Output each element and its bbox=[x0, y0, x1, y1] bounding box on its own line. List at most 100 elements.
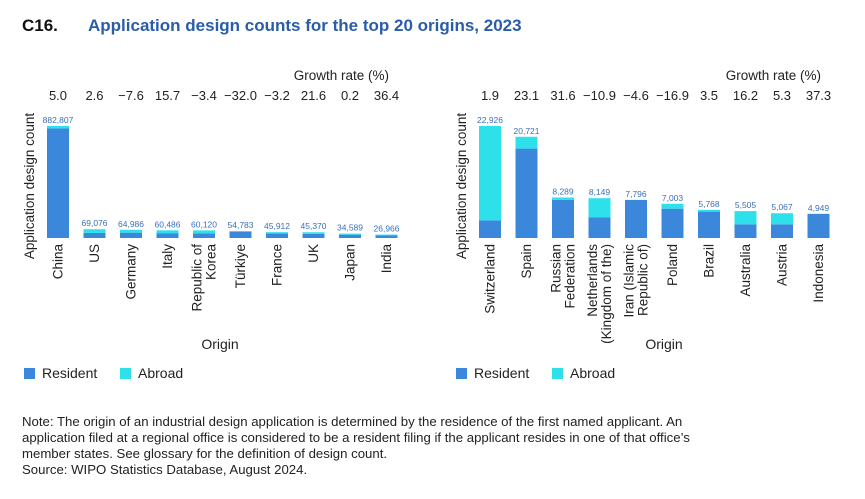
c2-value-label-poland: 7,003 bbox=[662, 193, 684, 203]
c2-legend-swatch-abroad bbox=[552, 368, 563, 379]
c2-bar-resident-brazil bbox=[698, 211, 720, 238]
c2-bar-abroad-poland bbox=[661, 203, 684, 209]
c2-value-label-brazil: 5,768 bbox=[698, 199, 720, 209]
c1-bar-resident-france bbox=[266, 233, 288, 238]
c1-tick-label-italy: Italy bbox=[160, 244, 175, 269]
c2-value-label-indonesia: 4,949 bbox=[808, 203, 830, 213]
c2-value-label-russian-federation: 8,289 bbox=[552, 187, 574, 197]
note-line-3: member states. See glossary for the defi… bbox=[22, 446, 388, 461]
c1-tick-label-china: China bbox=[51, 244, 66, 280]
c1-growth-t-rkiye: −32.0 bbox=[224, 88, 257, 103]
note-line-2: application filed at a regional office i… bbox=[22, 430, 690, 445]
c2-bar-resident-austria bbox=[771, 224, 793, 238]
c2-growth-australia: 16.2 bbox=[733, 88, 758, 103]
c2-bar-resident-russian-federation bbox=[552, 199, 574, 238]
c1-tick-label-uk-line-1: UK bbox=[306, 244, 321, 263]
c1-value-label-italy: 60,486 bbox=[155, 219, 181, 229]
c2-growth-rate-label: Growth rate (%) bbox=[726, 68, 821, 83]
c1-growth-uk: 21.6 bbox=[301, 88, 326, 103]
c1-bar-abroad-france bbox=[266, 232, 288, 234]
c1-growth-germany: −7.6 bbox=[118, 88, 144, 103]
c1-bar-abroad-germany bbox=[120, 229, 142, 233]
c1-x-axis-label: Origin bbox=[201, 336, 238, 352]
c2-x-axis-label: Origin bbox=[645, 336, 682, 352]
c2-tick-label-indonesia: Indonesia bbox=[811, 244, 826, 303]
c1-growth-us: 2.6 bbox=[85, 88, 103, 103]
c2-bar-abroad-brazil bbox=[698, 209, 720, 212]
c1-legend-swatch-abroad bbox=[120, 368, 131, 379]
chart-right: Application design count Growth rate (%) 1… bbox=[454, 68, 831, 381]
c2-tick-label-switzerland: Switzerland bbox=[483, 244, 498, 314]
c1-bar-resident-uk bbox=[302, 233, 325, 238]
c1-bar-abroad-t-rkiye bbox=[229, 231, 252, 232]
c1-bar-abroad-uk bbox=[302, 232, 325, 234]
c1-tick-label-germany-line-1: Germany bbox=[124, 244, 139, 300]
c1-bar-abroad-us bbox=[83, 229, 106, 233]
c2-legend-label-abroad: Abroad bbox=[570, 365, 615, 381]
c2-bar-resident-spain bbox=[515, 148, 538, 238]
c2-growth-spain: 23.1 bbox=[514, 88, 539, 103]
c2-tick-label-netherlands-kingdom-of-the: Netherlands (Kingdom of the) bbox=[585, 244, 614, 344]
c2-tick-label-russian-federation: Russian Federation bbox=[549, 244, 578, 309]
c2-bar-abroad-switzerland bbox=[479, 126, 501, 221]
c2-growth-netherlands-kingdom-of-the: −10.9 bbox=[583, 88, 616, 103]
c2-tick-label-brazil: Brazil bbox=[702, 244, 717, 278]
c2-tick-label-indonesia-line-1: Indonesia bbox=[811, 244, 826, 303]
c1-tick-label-japan-line-1: Japan bbox=[343, 244, 358, 281]
c1-tick-label-republic-of-korea-line-2: Korea bbox=[204, 244, 219, 281]
c1-value-label-japan: 34,589 bbox=[337, 223, 363, 233]
c2-tick-label-iran-islamic-republic-of-line-2: Republic of) bbox=[636, 244, 651, 316]
c2-tick-label-russian-federation-line-2: Federation bbox=[563, 244, 578, 309]
c1-growth-republic-of-korea: −3.4 bbox=[191, 88, 217, 103]
c1-bar-abroad-italy bbox=[156, 230, 179, 234]
c2-value-label-iran-islamic-republic-of: 7,796 bbox=[625, 189, 647, 199]
c2-tick-label-brazil-line-1: Brazil bbox=[702, 244, 717, 278]
c1-tick-label-us: US bbox=[87, 244, 102, 263]
c2-tick-label-spain: Spain bbox=[519, 244, 534, 279]
c2-tick-label-poland-line-1: Poland bbox=[665, 244, 680, 286]
c2-bar-resident-netherlands-kingdom-of-the bbox=[588, 217, 611, 238]
c1-tick-label-india: India bbox=[379, 244, 394, 274]
c2-legend-swatch-resident bbox=[456, 368, 467, 379]
c1-bar-resident-republic-of-korea bbox=[193, 233, 215, 238]
c1-value-label-germany: 64,986 bbox=[118, 219, 144, 229]
c1-bar-resident-china bbox=[47, 128, 69, 238]
c1-growth-japan: 0.2 bbox=[341, 88, 359, 103]
c1-bar-resident-italy bbox=[156, 233, 179, 238]
c2-growth-poland: −16.9 bbox=[656, 88, 689, 103]
c1-bar-resident-germany bbox=[120, 232, 142, 238]
c2-growth-switzerland: 1.9 bbox=[481, 88, 499, 103]
c2-bar-resident-iran-islamic-republic-of bbox=[625, 199, 647, 238]
c1-tick-label-t-rkiye: Türkiye bbox=[233, 244, 248, 288]
c2-tick-label-switzerland-line-1: Switzerland bbox=[483, 244, 498, 314]
c1-value-label-france: 45,912 bbox=[264, 221, 290, 231]
c2-tick-label-spain-line-1: Spain bbox=[519, 244, 534, 279]
figure-id: C16. bbox=[22, 16, 58, 35]
c1-tick-label-japan: Japan bbox=[343, 244, 358, 281]
c2-tick-label-iran-islamic-republic-of: Iran (Islamic Republic of) bbox=[622, 244, 651, 318]
c1-bar-resident-japan bbox=[339, 234, 361, 238]
c1-value-label-us: 69,076 bbox=[82, 218, 108, 228]
c2-y-axis-label: Application design count bbox=[454, 113, 469, 260]
c1-growth-france: −3.2 bbox=[264, 88, 290, 103]
figure-title: Application design counts for the top 20… bbox=[88, 16, 522, 35]
c1-tick-label-uk: UK bbox=[306, 244, 321, 263]
c2-bar-resident-switzerland bbox=[479, 220, 501, 238]
c2-growth-iran-islamic-republic-of: −4.6 bbox=[623, 88, 649, 103]
c1-tick-label-france-line-1: France bbox=[270, 244, 285, 286]
c2-value-label-australia: 5,505 bbox=[735, 200, 757, 210]
c1-bar-resident-us bbox=[83, 232, 106, 238]
c1-legend-swatch-resident bbox=[24, 368, 35, 379]
c2-tick-label-russian-federation-line-1: Russian bbox=[549, 244, 564, 293]
chart-left: Application design count Growth rate (%) 5… bbox=[22, 68, 400, 381]
c1-bar-abroad-japan bbox=[339, 233, 361, 235]
c1-bar-abroad-china bbox=[47, 126, 69, 129]
c1-bar-resident-t-rkiye bbox=[229, 231, 252, 238]
c2-growth-brazil: 3.5 bbox=[700, 88, 718, 103]
c2-tick-label-netherlands-kingdom-of-the-line-1: Netherlands bbox=[585, 244, 600, 317]
c2-bar-resident-indonesia bbox=[807, 213, 830, 238]
c2-tick-label-australia-line-1: Australia bbox=[738, 244, 753, 297]
c2-value-label-spain: 20,721 bbox=[514, 126, 540, 136]
c1-growth-china: 5.0 bbox=[49, 88, 67, 103]
c2-tick-label-netherlands-kingdom-of-the-line-2: (Kingdom of the) bbox=[599, 244, 614, 344]
